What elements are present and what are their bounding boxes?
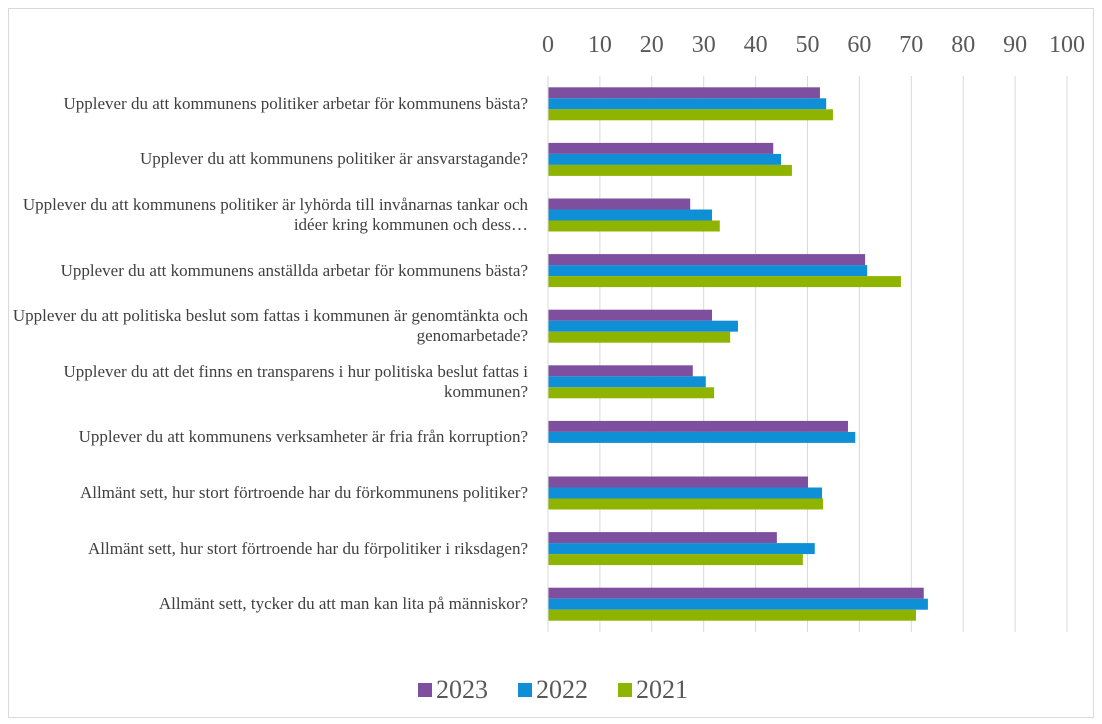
y-tick-label: Upplever du att kommunens politiker är a… (139, 149, 528, 169)
x-tick-label: 90 (1003, 32, 1027, 58)
bar (548, 220, 720, 232)
bar (548, 532, 777, 544)
x-tick-label: 50 (796, 32, 820, 58)
legend-label: 2022 (536, 675, 588, 704)
legend-label: 2021 (636, 675, 688, 704)
bar (548, 609, 916, 621)
bar (548, 498, 824, 510)
bar (548, 476, 809, 488)
x-tick-label: 70 (899, 32, 923, 58)
bar (548, 153, 782, 165)
legend-label: 2023 (436, 675, 488, 704)
bar (548, 587, 924, 599)
bar (548, 598, 928, 610)
x-tick-label: 30 (692, 32, 716, 58)
x-tick-label: 0 (542, 32, 554, 58)
x-tick-label: 20 (640, 32, 664, 58)
bar (548, 376, 706, 388)
y-tick-label: Upplever du att kommunens verksamheter ä… (78, 427, 528, 447)
legend-swatch (518, 683, 532, 697)
bar (548, 320, 738, 332)
x-tick-label: 10 (588, 32, 612, 58)
bar (548, 276, 901, 288)
bar (548, 209, 713, 221)
bar (548, 543, 815, 555)
bar (548, 98, 827, 110)
y-tick-label: Allmänt sett, tycker du att man kan lita… (158, 594, 528, 614)
bar (548, 331, 731, 343)
chart-border (8, 8, 1094, 718)
y-tick-label: Allmänt sett, hur stort förtroende har d… (79, 483, 528, 502)
bar (548, 87, 820, 99)
y-tick-label: Upplever du att politiska beslut som fat… (12, 306, 528, 346)
bar (548, 487, 823, 499)
legend-swatch (418, 683, 432, 697)
y-tick-label: Allmänt sett, hur stort förtroende har d… (88, 538, 528, 558)
x-tick-label: 80 (951, 32, 975, 58)
bar (548, 265, 868, 277)
bar (548, 387, 715, 399)
x-tick-label: 40 (744, 32, 768, 58)
legend-swatch (618, 683, 632, 697)
bar (548, 420, 848, 432)
bar (548, 109, 833, 121)
bar (548, 309, 713, 321)
x-tick-label: 60 (847, 32, 871, 58)
bar (548, 254, 866, 266)
y-tick-label: Upplever du att det finns en transparens… (63, 361, 528, 401)
bar (548, 365, 693, 377)
x-tick-label: 100 (1049, 32, 1085, 58)
bar (548, 554, 803, 566)
y-tick-label: Upplever du att kommunens politiker arbe… (63, 93, 528, 113)
bar (548, 198, 691, 210)
y-tick-label: Upplever du att kommunens anställda arbe… (60, 260, 528, 280)
bar (548, 142, 774, 154)
bar (548, 431, 856, 443)
y-tick-label: Upplever du att kommunens politiker är l… (22, 195, 528, 234)
bar (548, 164, 792, 176)
